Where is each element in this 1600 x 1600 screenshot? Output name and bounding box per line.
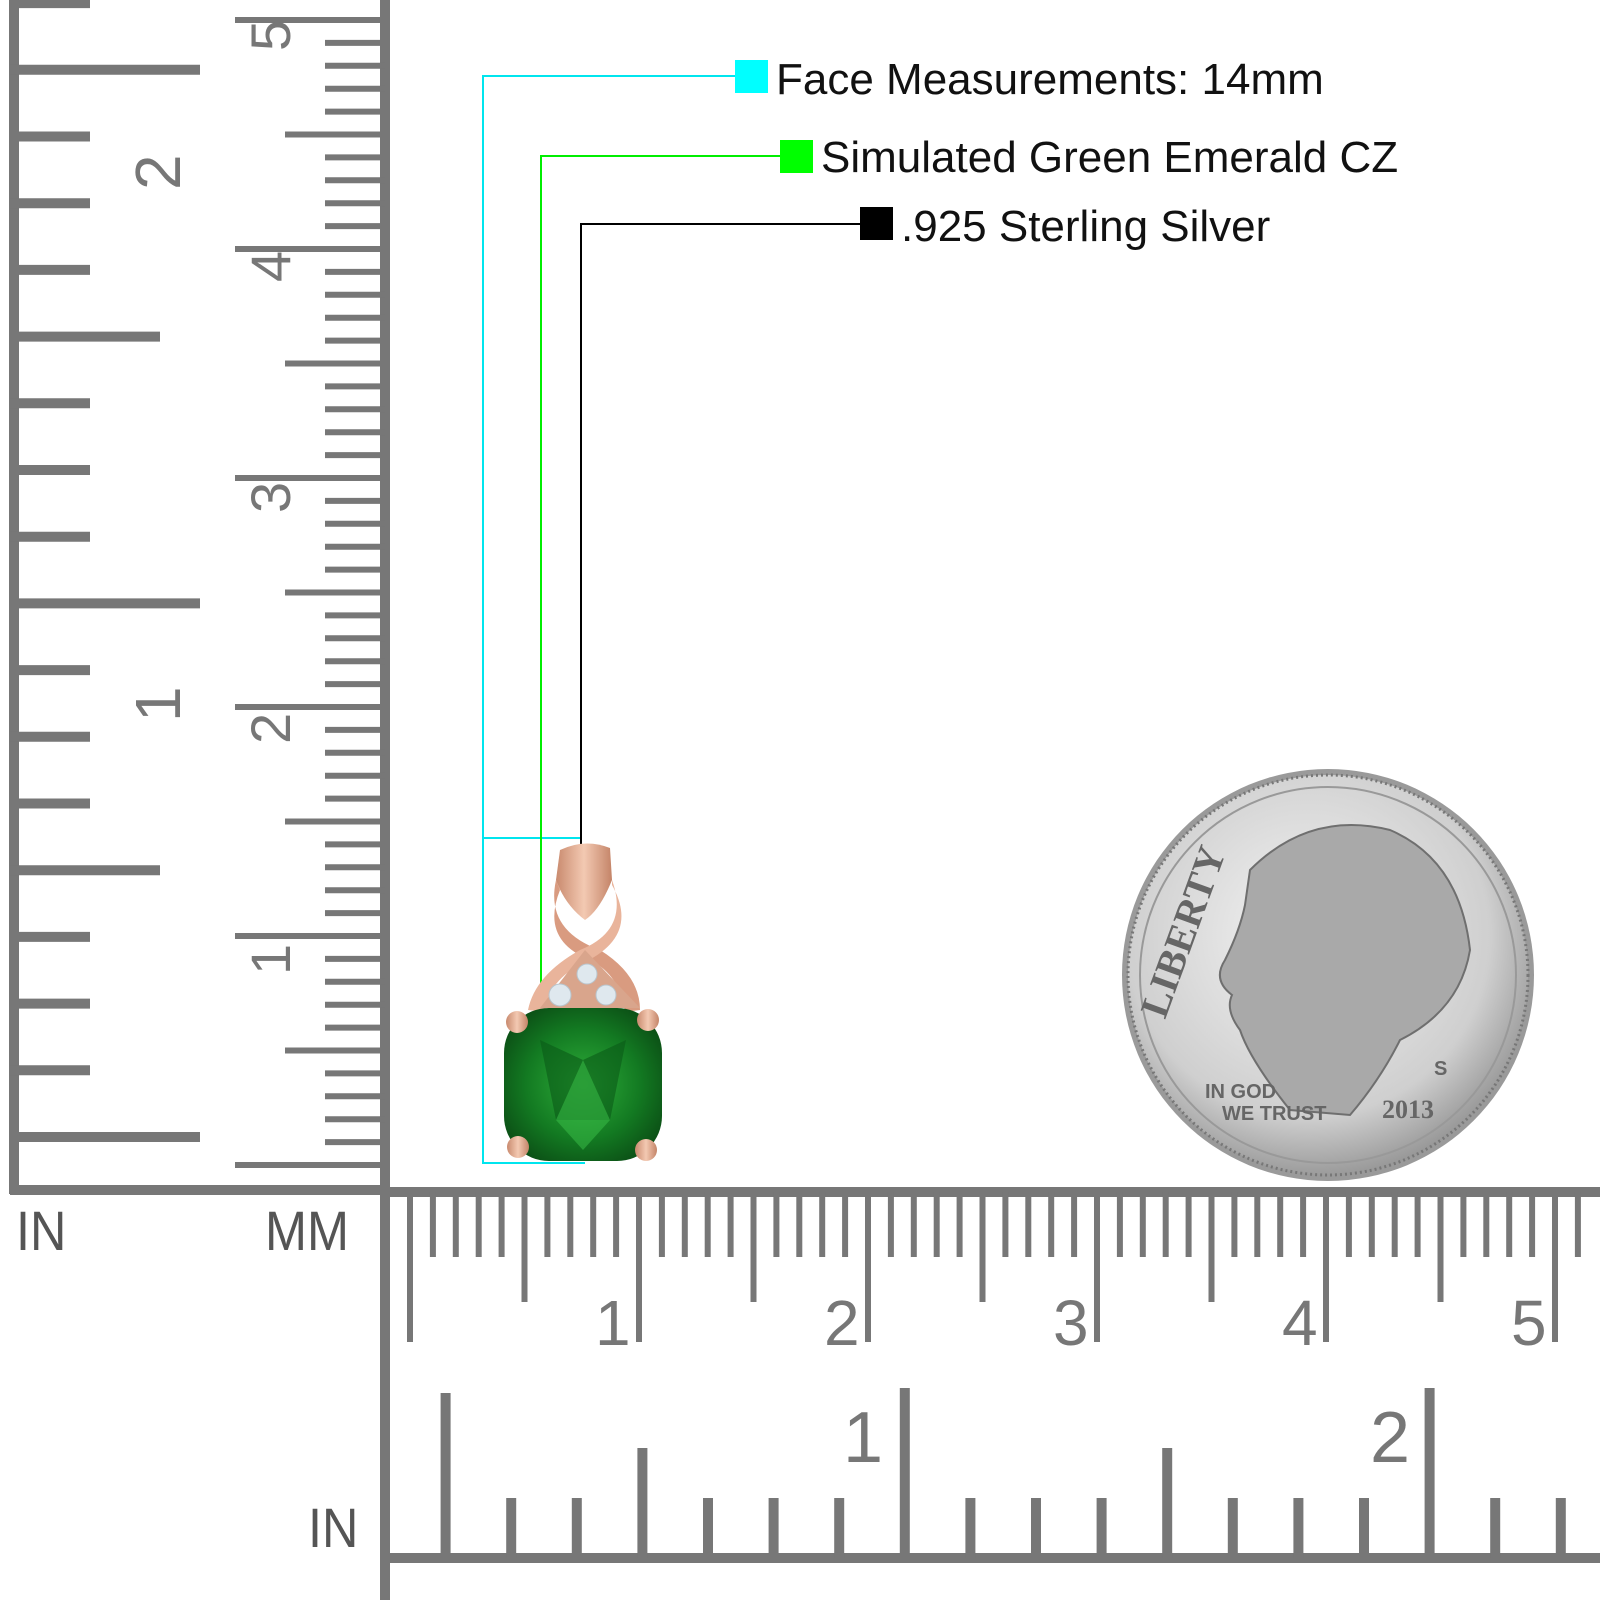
mm-number: 5 <box>239 20 302 51</box>
dime-mint-mark: S <box>1434 1058 1447 1080</box>
left-mm-unit-label: MM <box>265 1199 349 1262</box>
mm-number: 3 <box>1053 1287 1089 1359</box>
inch-number: 2 <box>1370 1398 1410 1478</box>
dime-year: 2013 <box>1382 1095 1434 1124</box>
stone-label: Simulated Green Emerald CZ <box>821 133 1399 182</box>
mm-number: 3 <box>239 482 302 513</box>
face-measurement-lines <box>482 75 735 1164</box>
vertical-ruler: 1 2 3 4 5 1 2 <box>9 0 390 1195</box>
stone-swatch <box>780 140 813 173</box>
mm-number: 5 <box>1511 1287 1547 1359</box>
stone-callout-line <box>540 155 780 1062</box>
pendant-image <box>504 843 662 1161</box>
inch-number: 1 <box>843 1398 883 1478</box>
mm-number: 1 <box>595 1287 631 1359</box>
face-measurement-swatch <box>735 60 768 93</box>
inch-number: 1 <box>122 686 194 722</box>
mm-number: 2 <box>824 1287 860 1359</box>
inch-number: 2 <box>122 154 194 190</box>
dime-motto-1: IN GOD <box>1205 1081 1276 1103</box>
bottom-inch-unit-label: IN <box>308 1496 359 1559</box>
left-inch-unit-label: IN <box>16 1199 67 1262</box>
mm-number: 2 <box>239 713 302 744</box>
mm-number: 4 <box>239 251 302 282</box>
mm-number: 4 <box>1282 1287 1318 1359</box>
mm-number: 1 <box>239 944 302 975</box>
metal-label: .925 Sterling Silver <box>901 202 1271 251</box>
dime-motto-2: WE TRUST <box>1222 1103 1326 1125</box>
metal-callout-line <box>580 223 860 845</box>
dime-coin: LIBERTY IN GOD WE TRUST 2013 S <box>1122 769 1534 1181</box>
metal-swatch <box>860 207 893 240</box>
horizontal-ruler: 1 2 3 4 5 1 2 <box>380 1187 1600 1600</box>
face-measurement-label: Face Measurements: 14mm <box>776 55 1324 104</box>
